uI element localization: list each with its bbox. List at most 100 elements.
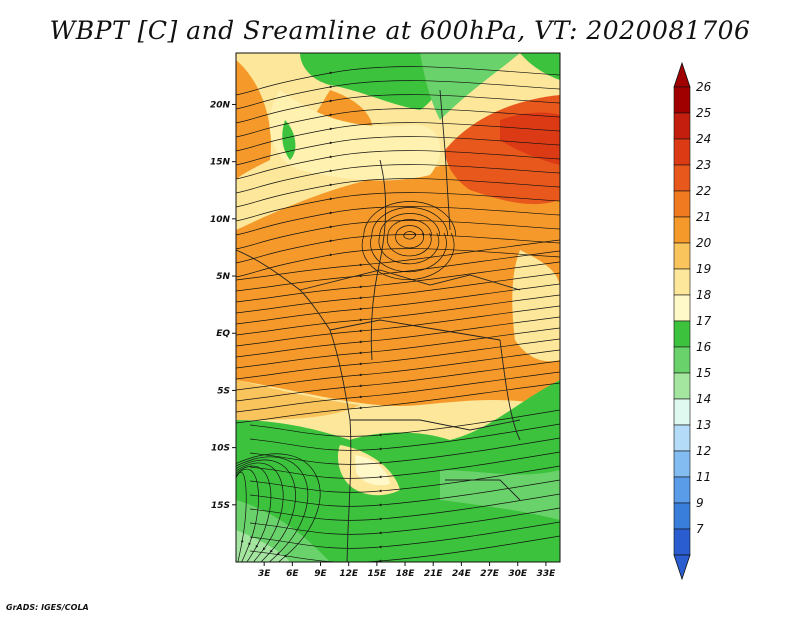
streamline — [236, 164, 560, 194]
streamline — [236, 462, 284, 562]
lon-label: 24E — [452, 569, 472, 579]
streamline — [236, 66, 560, 96]
streamline — [236, 371, 560, 413]
country-borders — [236, 89, 521, 562]
colorbar-level-label: 14 — [696, 392, 711, 406]
streamline — [249, 451, 560, 479]
streamline — [236, 338, 560, 380]
streamline — [249, 535, 560, 562]
lat-label: 5S — [217, 386, 230, 396]
colorbar-level-label: 16 — [696, 340, 712, 354]
colorbar-segment — [673, 450, 691, 478]
streamline — [236, 456, 309, 562]
wbpt-shading — [236, 53, 560, 562]
colorbar-level-label: 24 — [696, 132, 711, 146]
streamline — [236, 192, 560, 222]
streamline — [236, 360, 560, 402]
colorbar-segment — [673, 112, 691, 140]
streamline — [236, 468, 259, 562]
streamline — [236, 94, 560, 124]
map-title: WBPT [C] and Sreamline at 600hPa, VT: 20… — [49, 16, 751, 45]
lon-label: 30E — [508, 569, 528, 579]
streamline — [236, 150, 560, 180]
map-frame — [235, 52, 561, 563]
streamline — [236, 178, 560, 208]
colorbar-segment — [673, 372, 691, 400]
lon-label: 33E — [537, 569, 557, 579]
lat-label: EQ — [216, 329, 230, 339]
lon-label: 18E — [396, 569, 416, 579]
streamline — [236, 136, 560, 166]
streamline — [236, 382, 560, 424]
colorbar-level-label: 12 — [696, 444, 711, 458]
colorbar-segment — [673, 216, 691, 244]
colorbar-level-label: 11 — [696, 470, 711, 484]
streamline — [378, 213, 441, 265]
streamline — [361, 201, 457, 281]
colorbar-segment — [673, 476, 691, 504]
colorbar-segment — [673, 294, 691, 322]
colorbar-level-label: 22 — [696, 184, 711, 198]
colorbar-level-label: 18 — [696, 288, 712, 302]
colorbar-level-label: 25 — [696, 106, 711, 120]
colorbar-segment — [673, 320, 691, 348]
colorbar-level-label: 17 — [696, 314, 712, 328]
colorbar-segment — [673, 398, 691, 426]
grads-credit: GrADS: IGES/COLA — [6, 603, 89, 612]
lat-label: 10S — [211, 444, 230, 454]
colorbar-segment — [673, 502, 691, 530]
streamline — [249, 409, 560, 437]
colorbar-level-label: 19 — [696, 262, 711, 276]
colorbar-segment — [673, 190, 691, 218]
colorbar-level-label: 21 — [696, 210, 711, 224]
streamline — [370, 207, 449, 273]
lon-label: 6E — [286, 569, 299, 579]
colorbar-level-label: 15 — [696, 366, 711, 380]
streamline — [249, 437, 560, 465]
colorbar-level-label: 13 — [696, 418, 711, 432]
streamline — [236, 220, 560, 250]
lat-label: 15S — [211, 501, 230, 511]
streamline — [236, 349, 560, 391]
colorbar-level-label: 26 — [696, 80, 712, 94]
lon-label: 12E — [339, 569, 359, 579]
lat-label: 20N — [210, 100, 231, 110]
streamline — [395, 225, 425, 249]
lat-label: 15N — [210, 158, 231, 168]
streamline — [236, 261, 560, 303]
colorbar-segment — [673, 268, 691, 296]
streamline — [236, 316, 560, 358]
streamline — [236, 248, 560, 278]
lon-label: 15E — [368, 569, 388, 579]
colorbar-segment — [673, 528, 691, 556]
lat-label: 5N — [216, 272, 230, 282]
colorbar: 26 25 24 23 22 21 20 19 18 17 16 15 14 13 12 11 9 7 — [673, 61, 712, 581]
colorbar-level-label: 7 — [696, 522, 704, 536]
streamline — [236, 108, 560, 138]
streamline — [236, 471, 247, 562]
streamline — [249, 507, 560, 535]
lon-label: 9E — [314, 569, 327, 579]
streamline — [249, 423, 560, 451]
streamline — [249, 493, 560, 521]
colorbar-level-label: 23 — [696, 158, 711, 172]
colorbar-segment — [673, 164, 691, 192]
lon-label: 3E — [258, 569, 271, 579]
colorbar-segment — [673, 242, 691, 270]
lat-axis: 20N 15N 10N 5N EQ 5S 10S 15S — [210, 100, 236, 511]
streamline — [236, 272, 560, 314]
colorbar-segment — [673, 138, 691, 166]
lat-label: 10N — [210, 215, 231, 225]
streamline — [236, 122, 560, 152]
streamline — [236, 453, 321, 562]
streamline — [236, 250, 560, 292]
colorbar-segment — [673, 346, 691, 374]
streamline — [236, 294, 560, 336]
lon-label: 27E — [480, 569, 500, 579]
streamlines — [236, 66, 560, 562]
colorbar-level-label: 9 — [696, 496, 704, 510]
streamline — [386, 219, 433, 257]
colorbar-top-arrow — [673, 61, 691, 88]
streamline — [236, 305, 560, 347]
streamline — [249, 521, 560, 549]
